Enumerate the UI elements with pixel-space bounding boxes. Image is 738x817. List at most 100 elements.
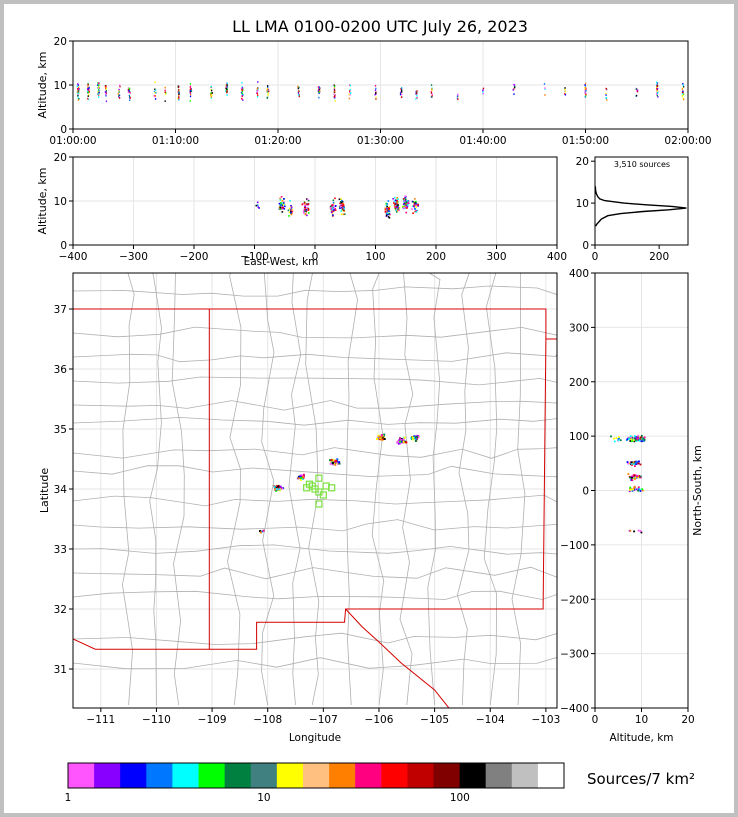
source-point <box>288 207 291 210</box>
source-point <box>639 437 642 440</box>
source-point <box>155 89 157 92</box>
source-point <box>306 198 309 201</box>
source-point <box>415 92 418 95</box>
source-point <box>639 463 642 466</box>
source-point <box>412 438 415 441</box>
source-point <box>544 87 546 89</box>
source-point <box>374 89 377 92</box>
source-point <box>415 211 417 213</box>
source-point <box>267 85 269 87</box>
source-point <box>226 86 229 88</box>
source-point <box>189 83 192 85</box>
source-point <box>393 196 396 199</box>
source-point <box>298 95 300 98</box>
source-point <box>274 487 277 490</box>
county-border <box>149 273 162 706</box>
source-point <box>638 436 641 439</box>
source-point <box>87 91 90 93</box>
map-lat-ytick-label: 35 <box>54 424 67 436</box>
source-point <box>257 81 259 83</box>
source-point <box>383 433 386 436</box>
colorbar-frame <box>67 762 565 789</box>
ew-alt-ytick-label: 10 <box>54 196 67 208</box>
source-point <box>210 92 212 94</box>
source-point <box>306 198 308 200</box>
source-point <box>278 206 281 209</box>
source-point <box>388 217 391 219</box>
source-point <box>512 83 515 86</box>
station-marker <box>315 474 323 482</box>
source-point <box>290 210 292 213</box>
source-point <box>564 88 566 91</box>
source-point <box>655 93 658 95</box>
source-point <box>375 87 377 90</box>
colorbar-swatch <box>172 763 199 788</box>
source-point <box>334 197 336 200</box>
source-point <box>625 439 628 441</box>
source-point <box>177 90 179 93</box>
county-border <box>511 273 526 706</box>
source-point <box>280 207 283 209</box>
map-lon-xtick-label: −109 <box>198 714 227 726</box>
source-point <box>302 202 304 205</box>
source-point <box>641 434 643 437</box>
source-point <box>118 94 120 97</box>
source-point <box>394 207 397 210</box>
source-point <box>164 86 166 89</box>
altitude-histogram-panel: 3,510 sources 0 200 0 10 20 <box>576 156 689 263</box>
source-point <box>416 90 418 92</box>
source-point <box>513 93 515 95</box>
source-point <box>331 208 334 210</box>
source-point <box>630 436 632 439</box>
source-point <box>332 199 335 202</box>
source-point <box>190 88 192 90</box>
colorbar-swatch <box>224 763 252 788</box>
county-border <box>73 544 557 555</box>
source-point <box>627 436 630 439</box>
time-alt-ytick-label: 20 <box>54 36 67 48</box>
ew-xtick-label: 200 <box>426 251 446 263</box>
source-point <box>415 202 417 204</box>
source-point <box>619 439 622 442</box>
source-point <box>414 202 416 204</box>
source-point <box>297 94 300 96</box>
new-mexico-border <box>208 308 547 650</box>
source-point <box>241 90 244 93</box>
source-point <box>405 198 407 201</box>
source-point <box>98 86 100 89</box>
ew-panel-ylabel: Altitude, km <box>36 167 49 234</box>
source-point <box>259 531 262 534</box>
source-point <box>681 93 684 95</box>
county-border <box>305 273 320 706</box>
source-point <box>349 94 351 96</box>
source-point <box>632 439 635 442</box>
ns-panel-xlabel: Altitude, km <box>609 732 673 744</box>
source-point <box>333 460 336 463</box>
source-point <box>306 203 308 206</box>
source-point <box>405 205 408 208</box>
source-point <box>657 87 659 90</box>
source-point <box>332 459 335 462</box>
source-point <box>585 89 587 92</box>
source-point <box>97 84 100 87</box>
source-point <box>632 474 635 476</box>
source-point <box>333 87 336 89</box>
source-point <box>634 465 636 468</box>
map-lon-xtick-label: −111 <box>86 714 115 726</box>
source-point <box>155 91 157 94</box>
hist-alt-ytick-label: 10 <box>576 198 589 210</box>
source-point <box>375 93 377 95</box>
source-point <box>416 209 419 212</box>
source-point <box>633 530 636 533</box>
source-point <box>633 440 636 443</box>
source-point <box>380 436 383 439</box>
source-point <box>681 95 683 97</box>
source-point <box>278 489 281 492</box>
source-point <box>643 439 646 442</box>
source-point <box>642 439 645 442</box>
source-point <box>307 208 310 210</box>
source-point <box>340 206 343 209</box>
source-point <box>635 436 637 438</box>
source-point <box>386 206 389 209</box>
source-point <box>88 90 90 92</box>
